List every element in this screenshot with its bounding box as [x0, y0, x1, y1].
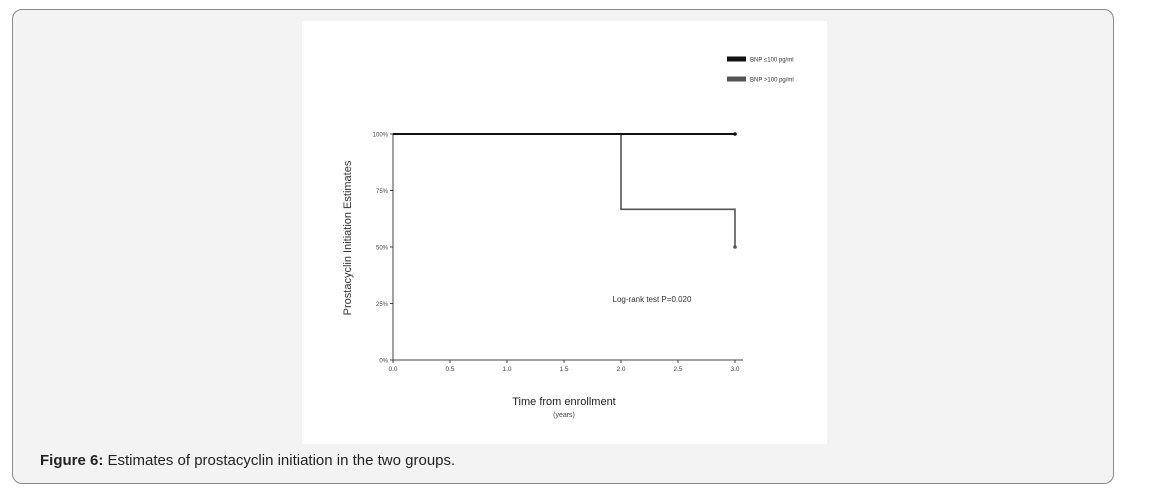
x-tick-label: 0.5 — [445, 366, 454, 373]
x-tick-label: 0.0 — [388, 366, 397, 373]
series-end-marker-0 — [733, 132, 737, 136]
y-tick-label: 0% — [379, 359, 388, 365]
x-tick-label: 2.5 — [673, 366, 682, 373]
series-line-1 — [393, 133, 736, 247]
x-axis-sublabel: (years) — [553, 412, 575, 419]
series-layer — [393, 132, 737, 249]
legend-swatch-0 — [727, 56, 746, 62]
x-tick-label: 2.0 — [616, 366, 625, 373]
y-tick-label: 25% — [376, 302, 389, 308]
figure-caption-label: Figure 6: — [40, 452, 104, 469]
x-axis-label: Time from enrollment — [512, 396, 616, 408]
figure-caption-text: Estimates of prostacyclin initiation in … — [103, 452, 456, 469]
y-tick-label: 75% — [376, 189, 389, 195]
figure-caption: Figure 6: Estimates of prostacyclin init… — [40, 452, 455, 469]
legend-swatch-1 — [727, 76, 746, 82]
legend-label-1: BNP >100 pg/ml — [750, 78, 794, 84]
figure-panel: 0% 25% 50% 75% 100% 0.0 0.5 1.0 1.5 2.0 2.5 3.0 BNP… — [302, 21, 827, 444]
legend-label-0: BNP ≤100 pg/ml — [750, 58, 794, 64]
legend: BNP ≤100 pg/ml BNP >100 pg/ml — [727, 56, 794, 84]
chart-axes: 0% 25% 50% 75% 100% 0.0 0.5 1.0 1.5 2.0 2.5 3.0 — [373, 133, 743, 373]
series-end-marker-1 — [733, 245, 737, 249]
x-tick-label: 1.0 — [502, 366, 511, 373]
y-axis-label: Prostacyclin Initiation Estimates — [342, 160, 354, 315]
x-tick-label: 1.5 — [559, 366, 568, 373]
y-tick-label: 50% — [376, 246, 389, 252]
logrank-annotation: Log-rank test P=0.020 — [613, 295, 692, 304]
km-chart: 0% 25% 50% 75% 100% 0.0 0.5 1.0 1.5 2.0 2.5 3.0 BNP… — [342, 56, 794, 419]
x-tick-label: 3.0 — [730, 366, 739, 373]
y-tick-label: 100% — [373, 133, 389, 139]
